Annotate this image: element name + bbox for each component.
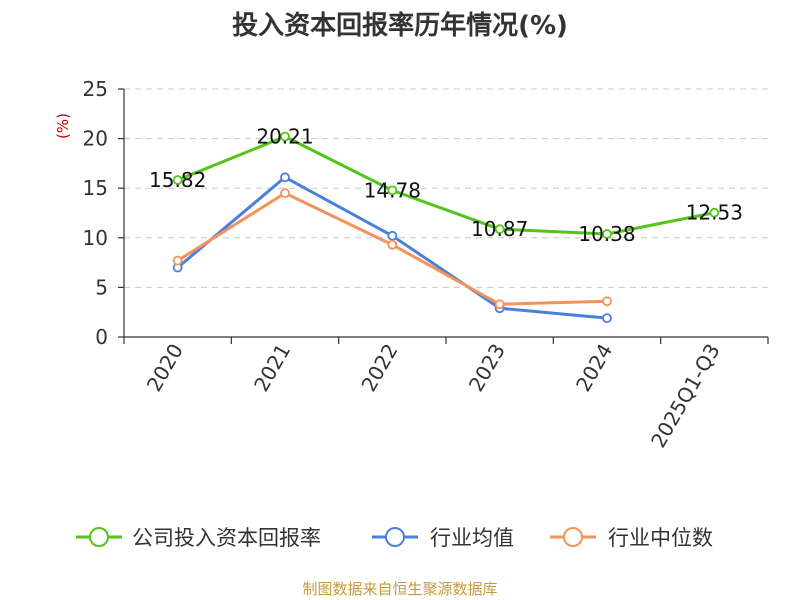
legend-label: 行业均值 [430,526,514,550]
data-label: 14.78 [364,178,421,202]
y-tick-label: 20 [83,127,108,151]
data-label: 15.82 [149,168,206,192]
legend-item[interactable]: 行业中位数 [550,526,713,550]
data-point [280,131,290,142]
legend-marker [563,527,583,547]
y-tick-label: 5 [95,275,108,299]
data-point [387,239,398,250]
data-point [280,172,290,183]
data-label: 20.21 [256,125,313,149]
legend-item[interactable]: 行业均值 [372,526,514,550]
x-tick-label: 2023 [464,339,510,395]
data-point [172,175,183,185]
y-tick-label: 25 [83,77,108,101]
data-point [280,188,290,199]
source-note: 制图数据来自恒生聚源数据库 [302,580,497,598]
data-label: 10.38 [578,222,635,246]
y-tick-label: 15 [83,176,108,200]
y-tick-label: 10 [83,226,108,250]
x-tick-label: 2024 [571,340,617,396]
data-point [602,296,612,307]
legend: 公司投入资本回报率 行业均值 行业中位数 [76,526,713,550]
legend-marker [89,527,109,547]
data-point [494,224,505,235]
legend-label: 行业中位数 [608,526,713,550]
data-point [709,207,720,218]
data-label: 12.53 [686,201,743,225]
x-tick-label: 2020 [142,340,188,396]
legend-item[interactable]: 公司投入资本回报率 [76,526,321,550]
y-tick-label: 0 [95,325,108,349]
x-tick-label: 2021 [249,340,295,396]
series-line-1 [177,135,715,236]
y-axis-label: (%) [54,113,72,139]
data-labels: 15.82 20.21 14.78 10.87 10.38 12.53 [149,125,743,247]
data-point [602,313,612,324]
legend-label: 公司投入资本回报率 [132,526,321,550]
data-point [387,230,398,241]
x-tick-label: 2022 [356,340,402,396]
data-point [602,229,612,239]
x-tick-label: 2025Q1-Q3 [646,340,725,452]
legend-marker [385,527,405,547]
data-point [387,185,398,196]
series-layer [172,131,720,324]
chart-title: 投入资本回报率历年情况(%) [232,10,568,41]
data-point [172,255,183,266]
grid-lines [124,88,768,288]
data-point [494,299,505,310]
data-label: 10.87 [471,217,528,241]
